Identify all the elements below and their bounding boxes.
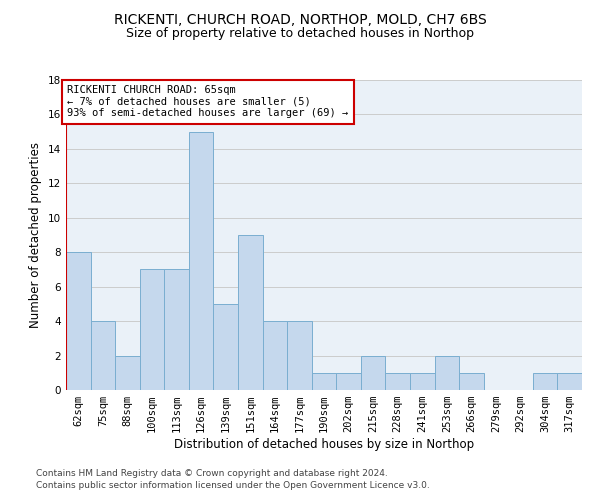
Bar (533, 373, 557, 390)
Bar (410, 373, 434, 390)
Bar (385, 373, 410, 390)
Bar (140, 270, 164, 390)
Text: Contains public sector information licensed under the Open Government Licence v3: Contains public sector information licen… (36, 481, 430, 490)
Bar (214, 304, 238, 390)
Bar (287, 321, 312, 390)
Bar (115, 356, 140, 390)
Text: Contains HM Land Registry data © Crown copyright and database right 2024.: Contains HM Land Registry data © Crown c… (36, 468, 388, 477)
Bar (459, 373, 484, 390)
Bar (336, 373, 361, 390)
Bar (91, 321, 115, 390)
Bar (189, 132, 214, 390)
Text: RICKENTI, CHURCH ROAD, NORTHOP, MOLD, CH7 6BS: RICKENTI, CHURCH ROAD, NORTHOP, MOLD, CH… (113, 12, 487, 26)
Bar (66, 252, 91, 390)
Text: RICKENTI CHURCH ROAD: 65sqm
← 7% of detached houses are smaller (5)
93% of semi-: RICKENTI CHURCH ROAD: 65sqm ← 7% of deta… (67, 85, 349, 118)
Y-axis label: Number of detached properties: Number of detached properties (29, 142, 43, 328)
Text: Size of property relative to detached houses in Northop: Size of property relative to detached ho… (126, 28, 474, 40)
Bar (164, 270, 189, 390)
Bar (434, 356, 459, 390)
Bar (263, 321, 287, 390)
Bar (361, 356, 385, 390)
X-axis label: Distribution of detached houses by size in Northop: Distribution of detached houses by size … (174, 438, 474, 451)
Bar (557, 373, 582, 390)
Bar (238, 235, 263, 390)
Bar (312, 373, 336, 390)
